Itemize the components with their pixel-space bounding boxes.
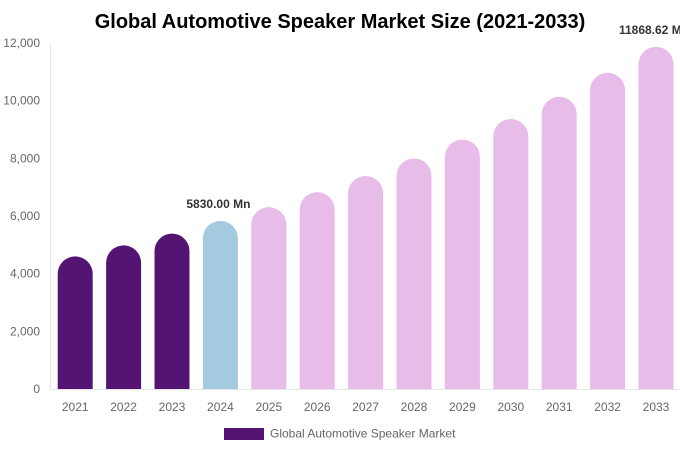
bar-2032[interactable]	[590, 72, 626, 389]
x-tick-label: 2031	[546, 400, 573, 414]
legend-swatch	[224, 428, 264, 440]
bar-2026[interactable]	[299, 192, 335, 389]
legend[interactable]: Global Automotive Speaker Market	[224, 427, 456, 441]
x-tick-label: 2033	[643, 400, 670, 414]
y-tick-label: 0	[33, 382, 40, 396]
data-label: 5830.00 Mn	[186, 197, 250, 211]
x-tick-label: 2023	[159, 400, 186, 414]
x-tick-label: 2026	[304, 400, 331, 414]
data-label: 11868.62 Mn	[619, 23, 680, 37]
x-tick-label: 2028	[401, 400, 428, 414]
legend-label: Global Automotive Speaker Market	[270, 427, 456, 441]
y-tick-label: 6,000	[10, 209, 40, 223]
chart-title: Global Automotive Speaker Market Size (2…	[95, 11, 586, 33]
y-tick-label: 10,000	[3, 94, 40, 108]
bar-2030[interactable]	[493, 119, 529, 389]
bar-2033[interactable]	[638, 46, 674, 390]
x-tick-label: 2027	[352, 400, 379, 414]
y-tick-label: 8,000	[10, 151, 40, 165]
x-tick-label: 2029	[449, 400, 476, 414]
bar-2024[interactable]	[202, 220, 238, 389]
bar-2031[interactable]	[541, 96, 577, 389]
bar-2023[interactable]	[154, 233, 190, 389]
bar-2025[interactable]	[251, 207, 287, 389]
x-tick-label: 2030	[497, 400, 524, 414]
bar-2027[interactable]	[348, 175, 384, 389]
x-tick-label: 2032	[594, 400, 621, 414]
bar-2029[interactable]	[444, 139, 480, 389]
bar-2028[interactable]	[396, 158, 432, 389]
y-tick-label: 12,000	[3, 36, 40, 50]
bar-2021[interactable]	[57, 256, 93, 389]
x-tick-label: 2021	[62, 400, 89, 414]
x-tick-label: 2024	[207, 400, 234, 414]
bar-2022[interactable]	[106, 245, 142, 389]
x-tick-label: 2025	[255, 400, 282, 414]
y-tick-label: 2,000	[10, 324, 40, 338]
x-tick-label: 2022	[110, 400, 137, 414]
y-tick-label: 4,000	[10, 267, 40, 281]
